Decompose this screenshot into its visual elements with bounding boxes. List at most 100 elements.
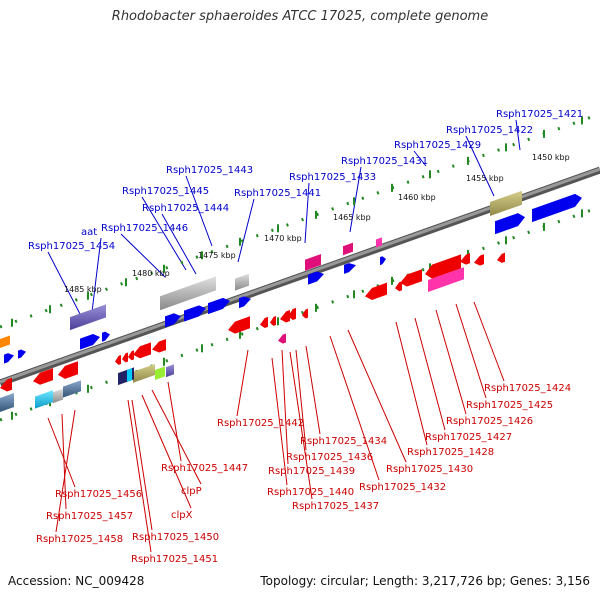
gene-feature [305,254,321,271]
gene-arrow [270,316,276,326]
gene-arrow [495,213,525,235]
gene-arrow [115,355,121,365]
gene-arrow [302,308,308,319]
gene-label-minus: Rsph17025_1450 [132,532,219,543]
gene-arrow [308,271,324,285]
ruler-label: 1470 kbp [264,234,302,243]
ruler-label: 1475 kbp [198,251,236,260]
gene-feature [133,363,155,383]
gene-arrow [122,352,128,363]
gene-arrow [228,316,250,334]
gene-label-plus: Rsph17025_1441 [234,188,321,199]
leader-line [515,119,521,151]
gene-label-plus: aat [81,227,97,238]
gene-label-minus: Rsph17025_1427 [425,432,512,443]
gene-arrow [380,256,386,266]
gene-label-plus: Rsph17025_1444 [142,203,229,214]
gene-label-minus: Rsph17025_1437 [292,501,379,512]
leader-line [465,135,495,197]
gene-arrow [260,316,268,328]
gene-label-plus: Rsph17025_1429 [394,140,481,151]
accession: Accession: NC_009428 [8,574,145,588]
gene-label-minus: Rsph17025_1458 [36,534,123,545]
gene-arrow [133,342,151,359]
leader-line [271,357,288,486]
leader-line [289,351,313,500]
gene-arrow [425,254,461,279]
gene-label-plus: Rsph17025_1433 [289,172,376,183]
leader-line [329,335,380,481]
gene-arrow [128,350,134,361]
gene-feature [376,237,382,248]
leader-line [185,175,213,247]
gene-arrow [395,281,402,292]
gene-label-plus: Rsph17025_1422 [446,125,533,136]
gene-feature [127,368,132,382]
leader-line [127,399,152,553]
gene-label-minus: Rsph17025_1424 [484,383,571,394]
leader-line [151,389,202,485]
gene-label-minus: Rsph17025_1456 [55,489,142,500]
gene-label-plus: Rsph17025_1431 [341,156,428,167]
genome-summary: Topology: circular; Length: 3,217,726 bp… [260,574,590,588]
gene-label-plus: Rsph17025_1446 [101,223,188,234]
gene-arrow [365,282,387,300]
gene-arrow [0,377,12,392]
gene-labels: Rsph17025_1421 Rsph17025_1422 Rsph17025_14… [28,109,583,565]
gene-feature [0,393,14,412]
gene-arrow [165,313,181,328]
gene-feature [166,364,174,378]
gene-feature [53,388,63,404]
gene-label-plus: Rsph17025_1443 [166,165,253,176]
gene-label-minus: Rsph17025_1451 [131,554,218,565]
leader-line [47,417,76,488]
gene-arrow [460,253,470,265]
gene-label-minus: Rsph17025_1447 [161,463,248,474]
gene-label-minus: Rsph17025_1428 [407,447,494,458]
gene-feature [160,276,216,311]
gene-label-minus: Rsph17025_1457 [46,511,133,522]
leader-line [473,301,505,382]
leader-line [347,329,407,463]
ruler-labels: 1450 kbp 1455 kbp 1460 kbp 1465 kbp 1470 kbp… [64,153,570,294]
gene-label-minus: clpX [171,510,193,521]
leader-line [413,150,427,167]
gene-arrow [288,307,296,321]
leader-line [395,321,428,446]
gene-feature [70,304,106,331]
gene-arrow [208,297,230,315]
gene-arrow [280,310,290,323]
gene-arrow [497,252,505,263]
leader-line [435,309,467,415]
leader-line [304,182,310,244]
ruler-tracks [0,112,600,422]
gene-arrow [344,263,356,274]
gene-label-plus: Rsph17025_1445 [122,186,209,197]
leader-line [236,349,249,417]
gene-feature [428,267,464,293]
gene-arrow [4,353,14,364]
gene-arrow [474,254,484,266]
leader-line [131,399,153,531]
gene-label-minus: Rsph17025_1442 [217,418,304,429]
gene-label-plus: Rsph17025_1454 [28,241,115,252]
ruler-label: 1455 kbp [466,174,504,183]
leader-line [281,349,289,465]
gene-arrow [80,333,100,350]
leader-line [295,349,307,451]
label-leader-lines [47,119,521,553]
ruler-label: 1465 kbp [333,213,371,222]
gene-feature [490,190,522,217]
gene-feature [155,366,165,380]
leader-line [55,409,76,533]
gene-arrow [239,296,251,309]
gene-arrow [58,361,78,379]
map-title: Rhodobacter sphaeroides ATCC 17025, comp… [111,9,489,24]
ruler-label: 1450 kbp [532,153,570,162]
leader-line [47,251,81,315]
gene-arrow [33,368,53,385]
leader-line [305,345,321,435]
leader-line [349,166,362,233]
gene-arrow [532,193,582,223]
gene-arrow [278,333,286,344]
